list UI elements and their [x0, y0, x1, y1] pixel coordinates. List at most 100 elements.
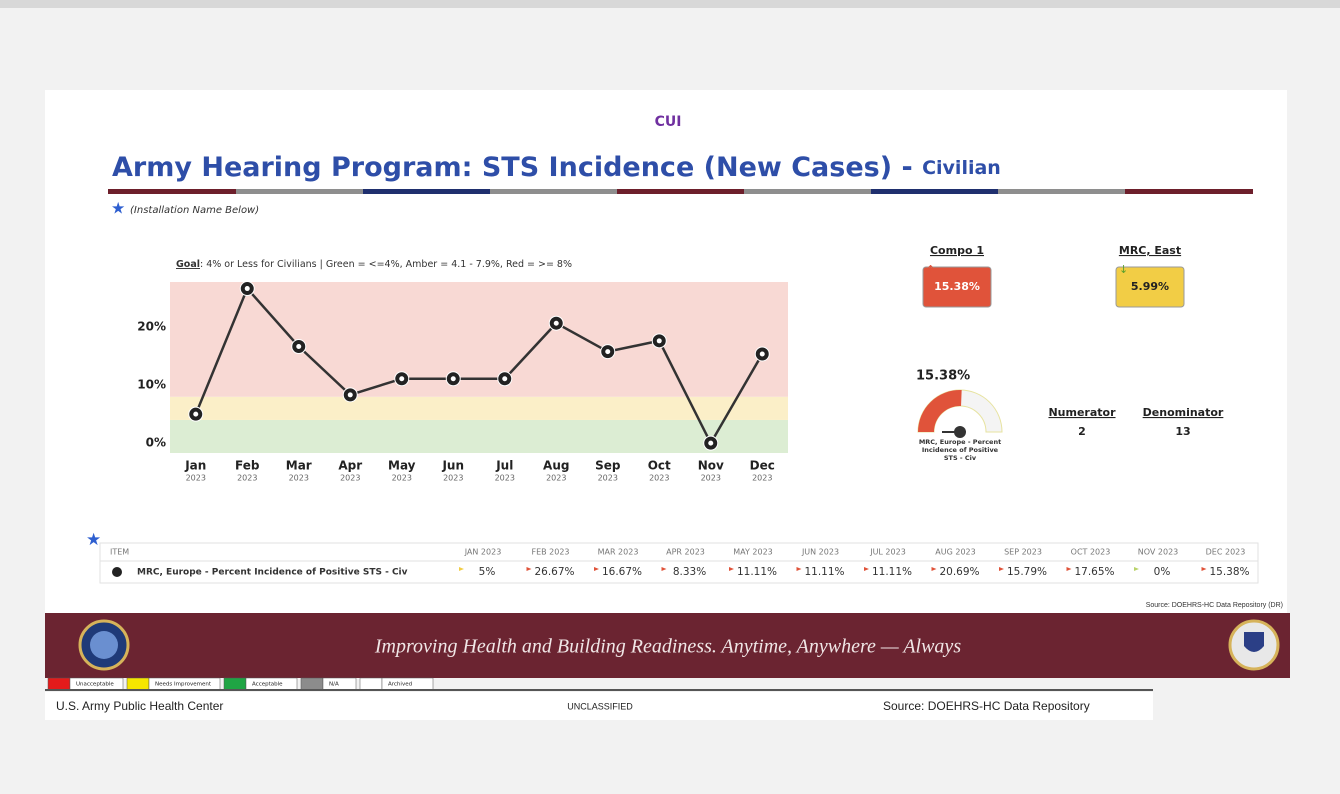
footer-source: Source: DOEHRS-HC Data Repository — [883, 699, 1090, 713]
x-tick-year: 2023 — [237, 474, 257, 483]
series-line — [194, 286, 764, 446]
threshold-band — [170, 419, 788, 453]
data-point-center — [244, 286, 250, 292]
x-tick-year: 2023 — [289, 474, 309, 483]
banner — [45, 613, 1290, 678]
source-note: Source: DOEHRS-HC Data Repository (DR) — [1146, 602, 1283, 609]
y-tick-label: 0% — [146, 436, 166, 450]
denominator-label: Denominator — [1143, 406, 1224, 419]
star-icon: ★ — [111, 199, 125, 218]
column-header: NOV 2023 — [1138, 548, 1179, 557]
y-tick-label: 20% — [137, 320, 166, 334]
cell-value: 20.69% — [939, 566, 979, 578]
x-tick-year: 2023 — [649, 474, 669, 483]
cell-value: 15.38% — [1209, 566, 1249, 578]
title-suffix: Civilian — [922, 157, 1001, 179]
installation-note: (Installation Name Below) — [130, 205, 259, 216]
legend-cell — [322, 677, 357, 691]
x-tick-year: 2023 — [752, 474, 772, 483]
x-tick-label: Mar — [286, 459, 312, 473]
cell-value: 17.65% — [1074, 566, 1114, 578]
data-point-center — [759, 351, 765, 357]
data-point-center — [450, 376, 456, 382]
cell-value: 0% — [1154, 566, 1171, 578]
data-point-center — [708, 440, 714, 446]
cell-value: 15.79% — [1007, 566, 1047, 578]
cell-value: 11.11% — [872, 566, 912, 578]
legend-swatch — [223, 677, 247, 691]
x-tick-year: 2023 — [392, 474, 412, 483]
status-flag — [864, 567, 869, 571]
status-flag — [1066, 567, 1072, 571]
line-chart: 0%10%20%Jan2023Feb2023Mar2023Apr2023May2… — [137, 281, 788, 483]
title-rule — [108, 189, 1253, 194]
gauge-hub — [954, 426, 966, 438]
y-tick-label: 10% — [137, 378, 166, 392]
column-header: ITEM — [110, 548, 129, 557]
legend-label: Unacceptable — [76, 682, 114, 688]
data-point-center — [296, 344, 302, 350]
legend-label: Needs Improvement — [155, 682, 212, 688]
column-header: APR 2023 — [666, 548, 705, 557]
x-tick-year: 2023 — [598, 474, 618, 483]
top-strip — [0, 0, 1340, 8]
cell-value: 16.67% — [602, 566, 642, 578]
kpi-label: Compo 1 — [930, 244, 984, 257]
legend-swatch — [300, 677, 324, 691]
x-tick-year: 2023 — [186, 474, 206, 483]
column-header: MAY 2023 — [733, 548, 773, 557]
status-flag — [1134, 567, 1139, 571]
goal-label: Goal — [176, 259, 200, 270]
goal-text: Goal: 4% or Less for Civilians | Green =… — [176, 259, 572, 270]
rule-segment — [744, 189, 871, 194]
title-main: Army Hearing Program: STS Incidence (New… — [112, 152, 922, 183]
x-tick-label: Aug — [543, 459, 569, 473]
kpi-cards: Compo 1 15.38% ↑ MRC, East 5.99%↓ — [922, 244, 1185, 308]
x-tick-year: 2023 — [701, 474, 721, 483]
x-tick-label: Apr — [338, 459, 362, 473]
data-point-center — [502, 376, 508, 382]
table-frame — [99, 542, 1259, 584]
row-label: MRC, Europe - Percent Incidence of Posit… — [137, 568, 408, 578]
x-tick-label: Jul — [495, 459, 513, 473]
status-legend: Unacceptable Needs Improvement Acceptable N… — [47, 677, 434, 691]
column-header: MAR 2023 — [598, 548, 639, 557]
x-tick-year: 2023 — [443, 474, 463, 483]
x-tick-label: Nov — [698, 459, 724, 473]
gauge-caption: MRC, Europe - Percent — [919, 438, 1001, 446]
x-tick-year: 2023 — [340, 474, 360, 483]
cell-value: 11.11% — [737, 566, 777, 578]
dha-shield — [1244, 632, 1264, 652]
rule-segment — [108, 189, 236, 194]
column-header: JUN 2023 — [801, 548, 839, 557]
rule-segment — [871, 189, 998, 194]
rule-segment — [236, 189, 363, 194]
org-name: U.S. Army Public Health Center — [56, 699, 223, 713]
x-tick-label: Dec — [750, 459, 775, 473]
cell-value: 8.33% — [673, 566, 706, 578]
column-header: DEC 2023 — [1206, 548, 1246, 557]
data-point-center — [553, 320, 559, 326]
gauge-value — [918, 390, 962, 432]
status-flag — [796, 567, 802, 571]
threshold-band — [170, 396, 788, 420]
data-point-center — [399, 376, 405, 382]
kpi-value: 5.99% — [1131, 280, 1169, 293]
cell-value: 11.11% — [804, 566, 844, 578]
gauge-panel: 15.38% MRC, Europe - Percent Incidence o… — [916, 369, 1224, 463]
gauge — [917, 389, 1003, 438]
numerator-label: Numerator — [1048, 406, 1116, 419]
legend-swatch — [359, 677, 383, 691]
x-tick-label: Feb — [235, 459, 260, 473]
data-point-center — [347, 392, 353, 398]
column-header: AUG 2023 — [935, 548, 975, 557]
column-header: OCT 2023 — [1071, 548, 1111, 557]
legend-label: N/A — [329, 682, 339, 688]
legend-label: Archived — [388, 682, 412, 688]
x-tick-label: Sep — [595, 459, 621, 473]
x-tick-label: May — [388, 459, 416, 473]
legend-swatch — [126, 677, 150, 691]
dod-seal-inner — [90, 631, 118, 659]
